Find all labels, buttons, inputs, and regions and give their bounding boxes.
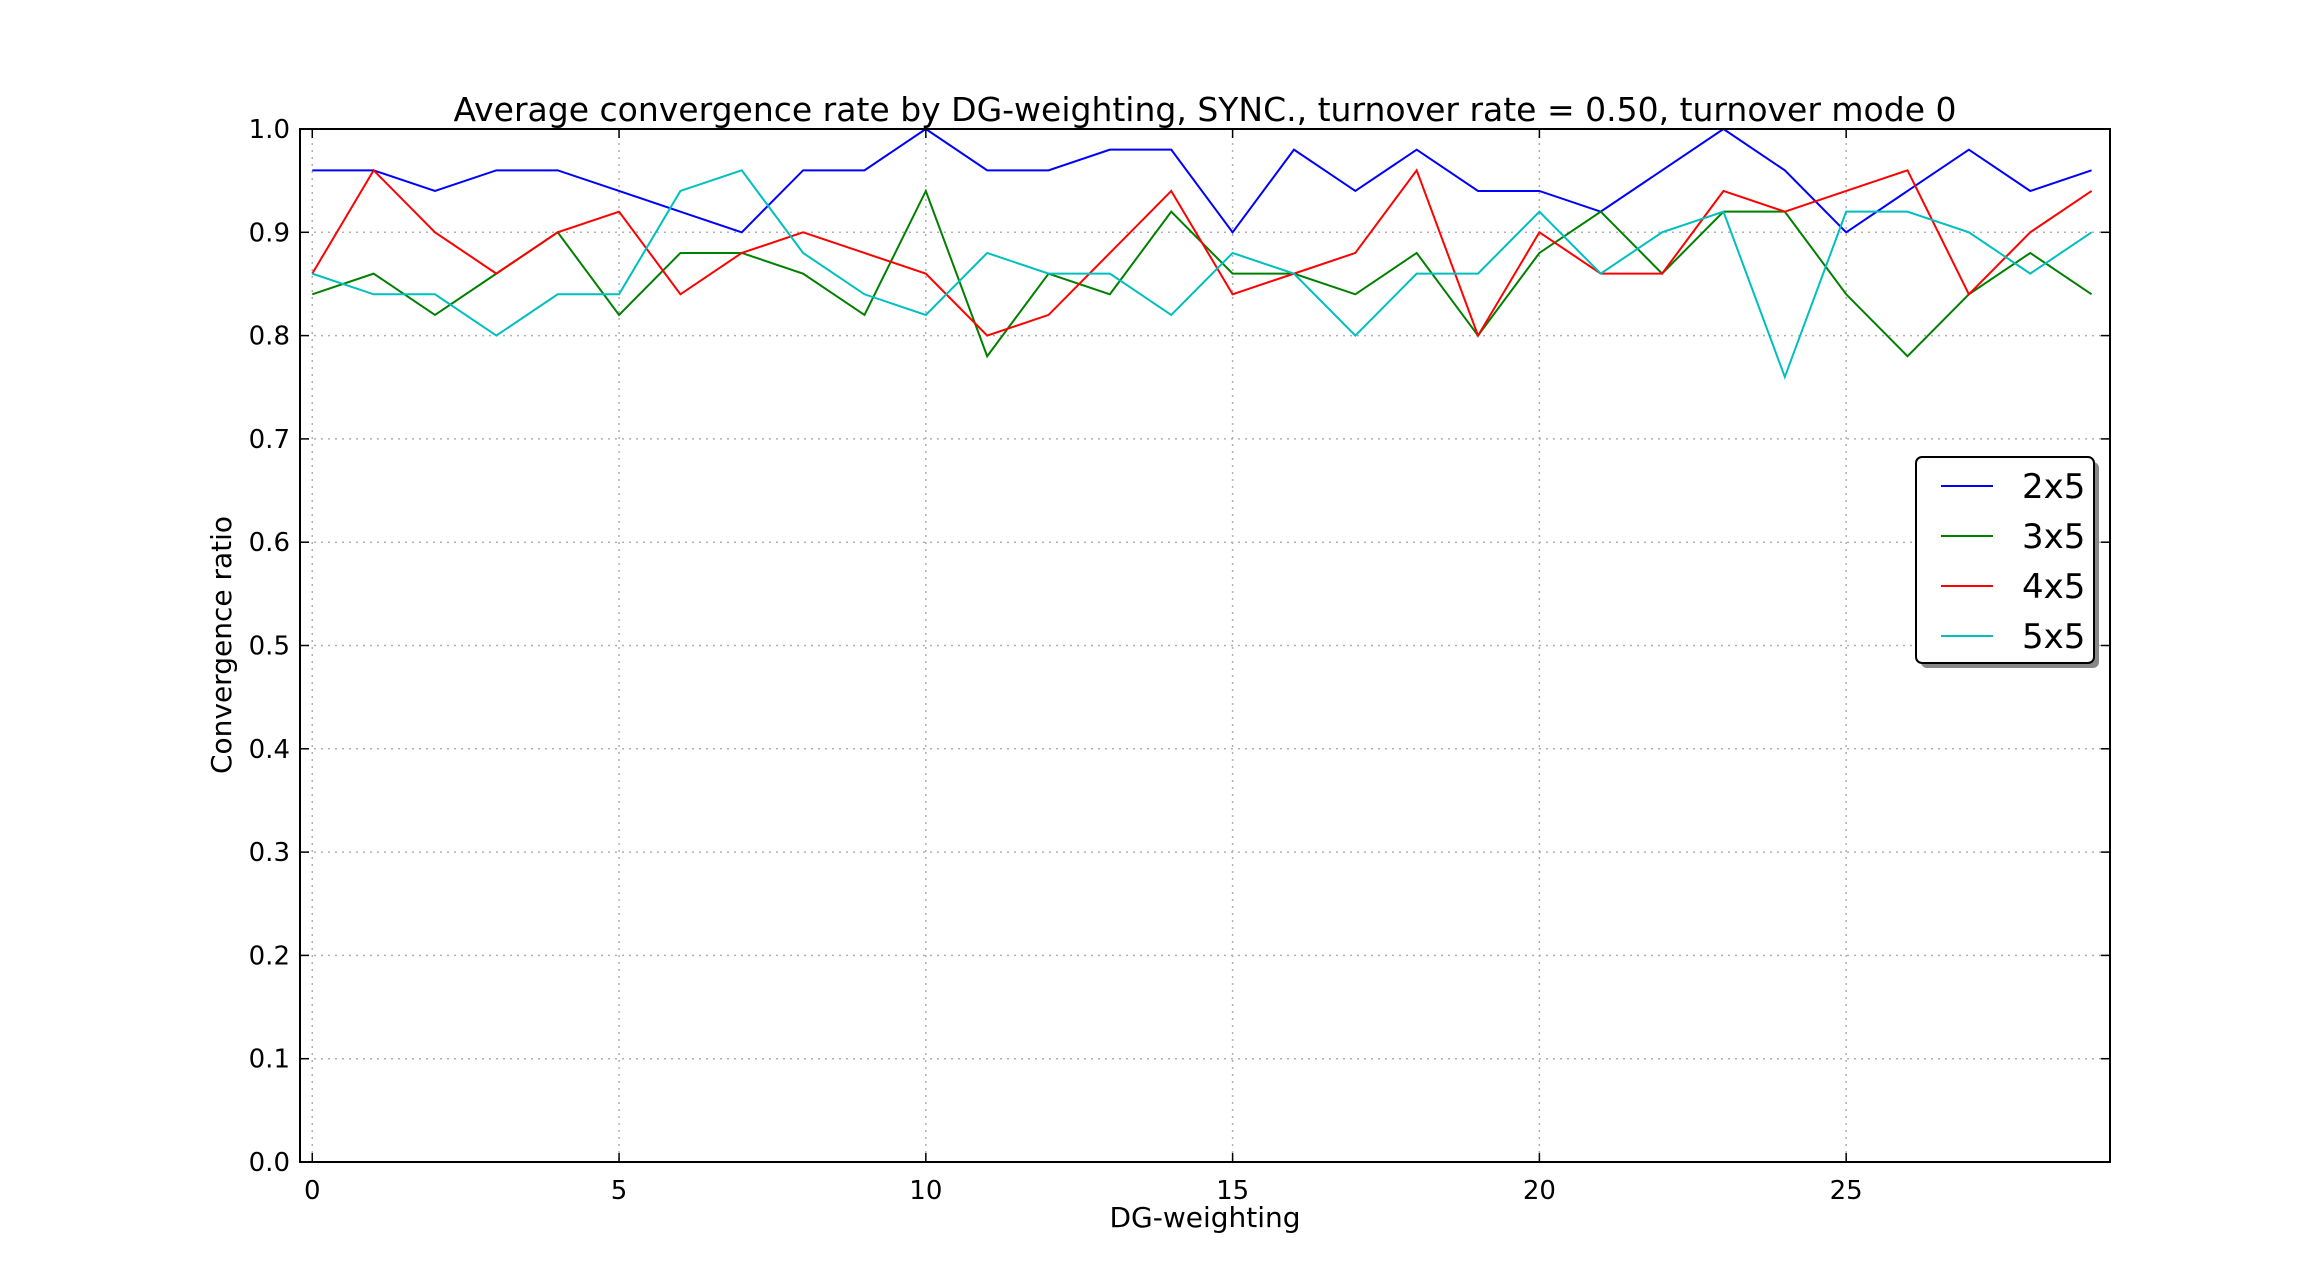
x-tick-label: 25 bbox=[1830, 1176, 1863, 1206]
y-tick-label: 0.9 bbox=[249, 218, 290, 248]
series-line-5x5 bbox=[311, 169, 2093, 380]
y-tick-label: 0.3 bbox=[249, 838, 290, 868]
y-tick-label: 0.1 bbox=[249, 1045, 290, 1075]
legend-label-4x5: 4x5 bbox=[2022, 567, 2085, 607]
legend-label-5x5: 5x5 bbox=[2022, 617, 2085, 657]
x-tick-label: 10 bbox=[909, 1176, 942, 1206]
y-tick-label: 0.4 bbox=[249, 735, 290, 765]
y-tick-label: 0.5 bbox=[249, 632, 290, 662]
x-tick-label: 20 bbox=[1523, 1176, 1556, 1206]
series-lines bbox=[311, 127, 2093, 380]
y-tick-label: 0.7 bbox=[249, 425, 290, 455]
y-tick-label: 1.0 bbox=[249, 115, 290, 145]
legend-label-3x5: 3x5 bbox=[2022, 517, 2085, 557]
y-tick-label: 0.6 bbox=[249, 528, 290, 558]
legend-label-2x5: 2x5 bbox=[2022, 467, 2085, 507]
axis-ticks: 0 5 10 15 20 25 0.0 0.1 0.2 0.3 0.4 0.5 0.6 0.7 0.8 0.9… bbox=[249, 115, 2110, 1206]
legend: 2x5 3x5 4x5 5x5 bbox=[1915, 456, 2099, 668]
y-axis-label: Convergence ratio bbox=[205, 516, 238, 774]
x-axis-label: DG-weighting bbox=[1109, 1201, 1300, 1234]
y-tick-label: 0.8 bbox=[249, 322, 290, 352]
series-line-4x5 bbox=[311, 168, 2093, 338]
y-tick-label: 0.2 bbox=[249, 941, 290, 971]
x-tick-label: 15 bbox=[1216, 1176, 1249, 1206]
x-tick-label: 5 bbox=[611, 1176, 628, 1206]
legend-items: 2x5 3x5 4x5 5x5 bbox=[1941, 467, 2085, 657]
chart-title: Average convergence rate by DG-weighting… bbox=[454, 90, 1957, 129]
series-line-2x5 bbox=[312, 127, 2092, 234]
x-tick-label: 0 bbox=[304, 1176, 321, 1206]
y-tick-label: 0.0 bbox=[249, 1148, 290, 1178]
legend-box bbox=[1915, 456, 2095, 664]
